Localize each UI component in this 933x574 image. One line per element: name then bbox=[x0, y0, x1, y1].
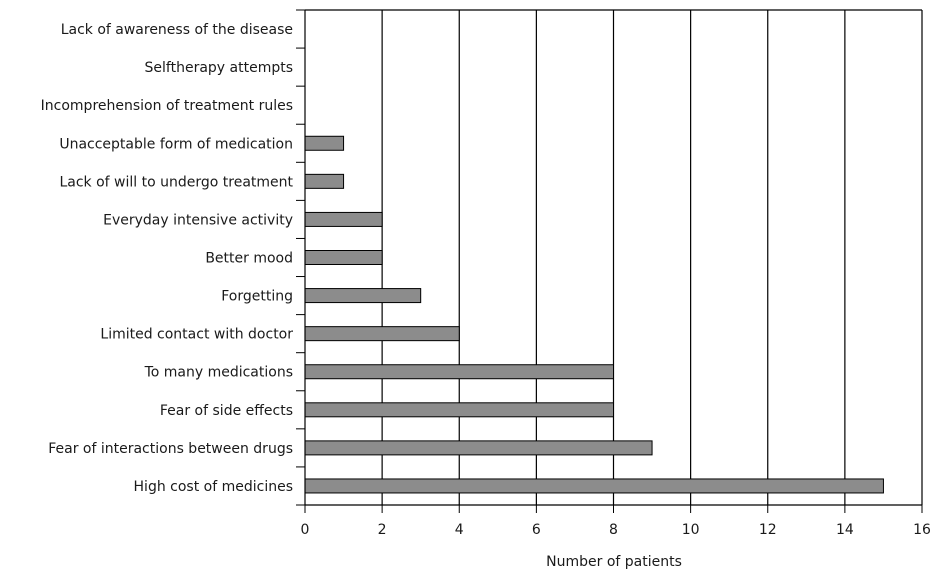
bars bbox=[304, 135, 884, 494]
x-tick-label: 10 bbox=[682, 522, 700, 538]
bar bbox=[304, 440, 653, 456]
x-tick-label: 6 bbox=[532, 522, 541, 538]
x-tick-label: 2 bbox=[378, 522, 387, 538]
bar bbox=[304, 135, 345, 151]
bar bbox=[304, 364, 614, 380]
bar bbox=[304, 402, 614, 418]
category-label: Selftherapy attempts bbox=[145, 60, 293, 76]
grid-lines bbox=[381, 10, 923, 505]
category-label: Unacceptable form of medication bbox=[59, 136, 293, 152]
x-tick-label: 14 bbox=[836, 522, 854, 538]
bar bbox=[304, 288, 422, 304]
category-label: Lack of will to undergo treatment bbox=[59, 174, 293, 190]
category-label: Limited contact with doctor bbox=[100, 327, 293, 343]
bar bbox=[304, 326, 460, 342]
category-label: Incomprehension of treatment rules bbox=[41, 98, 293, 114]
bar bbox=[304, 250, 383, 265]
category-label: Fear of side effects bbox=[160, 403, 293, 419]
category-label: Fear of interactions between drugs bbox=[48, 441, 293, 457]
category-label: High cost of medicines bbox=[134, 479, 293, 495]
x-tick-label: 0 bbox=[301, 522, 310, 538]
category-label: Everyday intensive activity bbox=[103, 212, 293, 228]
x-tick-label: 8 bbox=[609, 522, 618, 538]
x-tick-label: 4 bbox=[455, 522, 464, 538]
x-axis-label: Number of patients bbox=[546, 554, 682, 570]
bar bbox=[304, 173, 345, 189]
x-tick-label: 16 bbox=[913, 522, 931, 538]
bar bbox=[304, 211, 383, 227]
category-label: Better mood bbox=[205, 251, 293, 267]
category-labels: Lack of awareness of the disease Selfther… bbox=[41, 22, 294, 495]
category-label: To many medications bbox=[144, 365, 293, 381]
x-tick-label: 12 bbox=[759, 522, 777, 538]
category-label: Lack of awareness of the disease bbox=[61, 22, 293, 38]
category-label: Forgetting bbox=[221, 289, 293, 305]
x-tick-labels: 0 2 4 6 8 10 12 14 16 bbox=[301, 522, 931, 538]
bar bbox=[304, 478, 884, 494]
axes bbox=[296, 9, 923, 513]
